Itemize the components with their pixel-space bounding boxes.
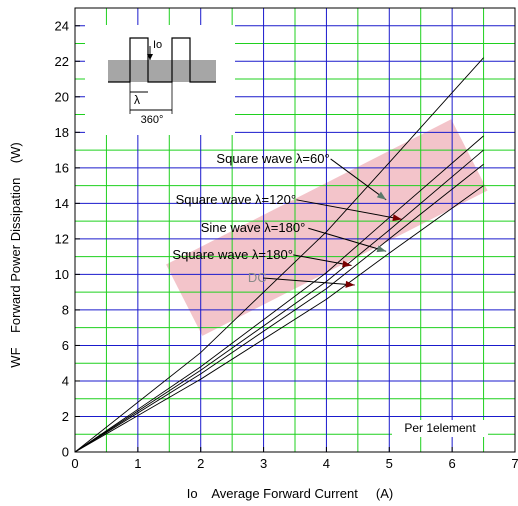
inset-io-label: Io [153, 39, 162, 51]
inset-period-label: 360° [141, 114, 164, 126]
y-tick-label: 20 [55, 89, 69, 104]
y-axis-label: WF Forward Power Dissipation (W) [8, 142, 23, 367]
y-tick-label: 2 [62, 409, 69, 424]
inset-average-band [108, 60, 216, 82]
y-tick-label: 22 [55, 54, 69, 69]
note-text: Per 1element [404, 421, 476, 435]
x-tick-label: 5 [386, 456, 393, 471]
series-line-1 [74, 57, 484, 453]
y-tick-label: 12 [55, 231, 69, 246]
y-tick-label: 14 [55, 196, 69, 211]
y-tick-label: 0 [62, 445, 69, 460]
annotation-leader-1 [330, 158, 387, 201]
annotation-arrowhead-4 [342, 260, 352, 268]
series-annotations: Square wave λ=60° Square wave λ=120° Sine … [172, 151, 402, 288]
y-tick-label: 18 [55, 125, 69, 140]
series-line-5 [74, 185, 484, 453]
annotation-arrowhead-2 [392, 214, 402, 222]
inset-waveform [108, 37, 216, 83]
x-tick-label: 3 [260, 456, 267, 471]
annotation-leader-3 [308, 227, 387, 252]
note-box: Per 1element [392, 420, 488, 437]
y-tick-label: 4 [62, 373, 69, 388]
waveform-inset: Io λ 360° [85, 25, 235, 135]
x-tick-label: 0 [71, 456, 78, 471]
series-lines [74, 57, 484, 453]
y-tick-label: 16 [55, 160, 69, 175]
series-line-3 [74, 149, 484, 453]
inset-lambda-label: λ [134, 93, 140, 107]
inset-io-arrowhead [147, 54, 153, 60]
x-tick-label: 4 [323, 456, 330, 471]
y-tick-label: 24 [55, 18, 69, 33]
annotation-arrowhead-3 [376, 245, 387, 253]
x-tick-label: 2 [197, 456, 204, 471]
annotation-label-4: Square wave λ=180° [172, 247, 292, 262]
annotation-leader-4 [293, 254, 352, 267]
x-tick-label: 7 [511, 456, 518, 471]
minor-grid [75, 8, 515, 452]
annotation-label-1: Square wave λ=60° [216, 151, 329, 166]
annotation-arrowhead-1 [376, 191, 387, 200]
x-tick-label: 6 [449, 456, 456, 471]
annotation-label-5: DC [248, 270, 267, 285]
annotation-label-2: Square wave λ=120° [176, 192, 296, 207]
note-background [392, 420, 488, 437]
series-line-4 [74, 163, 484, 453]
y-tick-label: 8 [62, 302, 69, 317]
y-tick-label: 6 [62, 338, 69, 353]
annotation-leader-5 [263, 277, 355, 286]
series-line-2 [74, 135, 484, 453]
annotation-label-3: Sine wave λ=180° [201, 220, 306, 235]
x-axis-label: Io Average Forward Current (A) [187, 486, 393, 501]
x-tick-label: 1 [134, 456, 141, 471]
annotation-arrowhead-5 [345, 280, 355, 288]
y-tick-label: 10 [55, 267, 69, 282]
plot-frame [74, 7, 516, 453]
annotation-leader-2 [296, 199, 402, 220]
axis-ticks [74, 25, 516, 453]
